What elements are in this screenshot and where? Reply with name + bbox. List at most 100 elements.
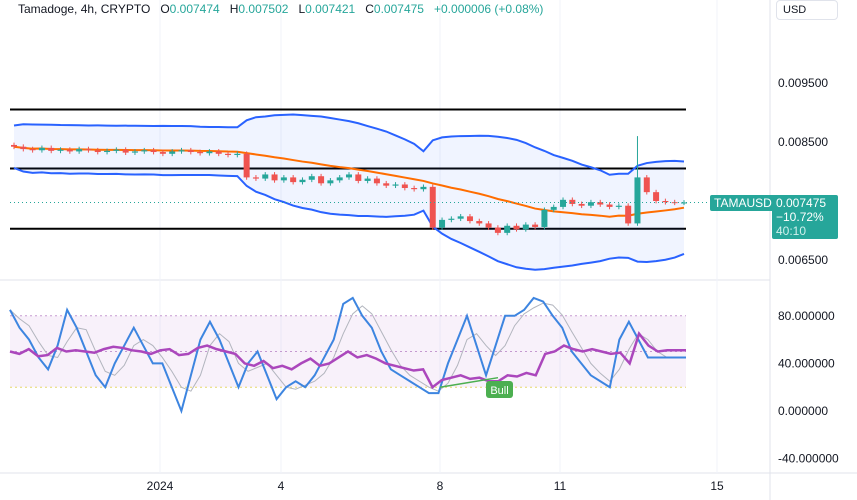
change-pct: −10.72%	[776, 210, 824, 224]
candle-body	[429, 186, 436, 228]
candle-body	[290, 177, 297, 183]
candle-body	[383, 183, 390, 186]
candle-body	[38, 147, 45, 151]
candle-body	[280, 177, 287, 181]
candle-body	[318, 176, 325, 184]
candle-body	[522, 224, 529, 230]
candle-body	[569, 199, 576, 204]
candle-body	[122, 149, 129, 153]
low-label: L	[298, 2, 306, 16]
candle-body	[215, 151, 222, 154]
osc-tick: 80.000000	[778, 309, 835, 323]
bull-label: Bull	[490, 385, 508, 397]
price-tick: 0.008500	[778, 135, 828, 149]
open-label: O	[160, 2, 170, 16]
bull-label-bg	[486, 381, 513, 398]
candle-body	[262, 174, 269, 179]
candle-body	[355, 174, 362, 181]
bar-countdown: 40:10	[776, 224, 807, 238]
osc-tick: 40.000000	[778, 356, 835, 370]
last-price-tag: 0.007475 −10.72% 40:10	[772, 195, 838, 239]
candle-body	[66, 149, 73, 152]
candle-body	[560, 199, 567, 207]
time-tick: 8	[437, 479, 444, 493]
candle-body	[532, 224, 539, 227]
candle-body	[615, 205, 622, 207]
candle-body	[653, 192, 660, 201]
open-value: 0.007474	[169, 2, 220, 16]
candle-body	[48, 147, 55, 151]
candle-body	[448, 218, 455, 220]
close-value: 0.007475	[373, 2, 424, 16]
candle-body	[420, 186, 427, 190]
candle-body	[187, 150, 194, 153]
candle-body	[401, 184, 408, 189]
currency-button[interactable]: USD	[776, 0, 838, 20]
candle-body	[271, 174, 278, 181]
low-value: 0.007421	[305, 2, 356, 16]
bollinger-fill	[14, 114, 684, 270]
candle-body	[159, 152, 166, 154]
candle-body	[392, 184, 399, 186]
candle-body	[197, 152, 204, 154]
candle-body	[113, 149, 120, 151]
candle-body	[308, 176, 315, 180]
price-tick: 0.009500	[778, 76, 828, 90]
candle-body	[141, 150, 148, 152]
candle-body	[169, 151, 176, 154]
candle-body	[439, 219, 446, 228]
candle-body	[662, 201, 669, 203]
time-tick: 2024	[147, 479, 174, 493]
symbol-tag: TAMAUSD	[710, 195, 776, 211]
candle-body	[373, 178, 380, 184]
candle-body	[550, 206, 557, 210]
last-price: 0.007475	[776, 196, 827, 210]
candle-body	[476, 221, 483, 224]
high-label: H	[229, 2, 239, 16]
candle-body	[131, 151, 138, 153]
candle-body	[57, 149, 64, 151]
candle-body	[336, 177, 343, 181]
close-label: C	[365, 2, 374, 16]
high-value: 0.007502	[238, 2, 289, 16]
candle-body	[29, 149, 36, 151]
symbol-label: Tamadoge, 4h, CRYPTO	[18, 2, 151, 16]
bollinger-lower	[13, 167, 685, 271]
candle-body	[513, 225, 520, 230]
time-tick: 11	[554, 479, 567, 493]
rsi-line	[9, 331, 686, 390]
candle-body	[625, 205, 632, 224]
candle-body	[76, 149, 83, 152]
candle-body	[681, 202, 687, 204]
candle-body	[634, 177, 641, 224]
osc-tick: 0.000000	[778, 404, 828, 418]
candle-body	[504, 225, 511, 233]
candle-body	[85, 149, 92, 151]
candle-body	[225, 153, 232, 155]
candle-body	[299, 179, 306, 183]
osc-tick: -40.000000	[778, 452, 839, 466]
candle-body	[364, 178, 371, 181]
stoch-d-line	[9, 302, 686, 392]
candle-body	[587, 202, 594, 206]
bollinger-upper	[13, 113, 685, 176]
bull-divergence-line	[439, 376, 499, 388]
candle-body	[466, 216, 473, 222]
candle-body	[485, 223, 492, 228]
ohlc-legend: Tamadoge, 4h, CRYPTO O0.007474 H0.007502…	[18, 2, 543, 16]
candle-body	[94, 150, 101, 153]
candle-body	[327, 180, 334, 184]
time-tick: 4	[278, 479, 285, 493]
candle-body	[243, 153, 250, 178]
price-tick: 0.006500	[778, 253, 828, 267]
candle-body	[494, 227, 501, 233]
candle-body	[104, 150, 111, 153]
candle-body	[150, 150, 157, 153]
candle-body	[178, 150, 185, 152]
candle-body	[11, 144, 17, 147]
candle-body	[643, 177, 650, 193]
candle-body	[606, 204, 613, 207]
candle-body	[597, 202, 604, 205]
candle-body	[234, 153, 241, 155]
